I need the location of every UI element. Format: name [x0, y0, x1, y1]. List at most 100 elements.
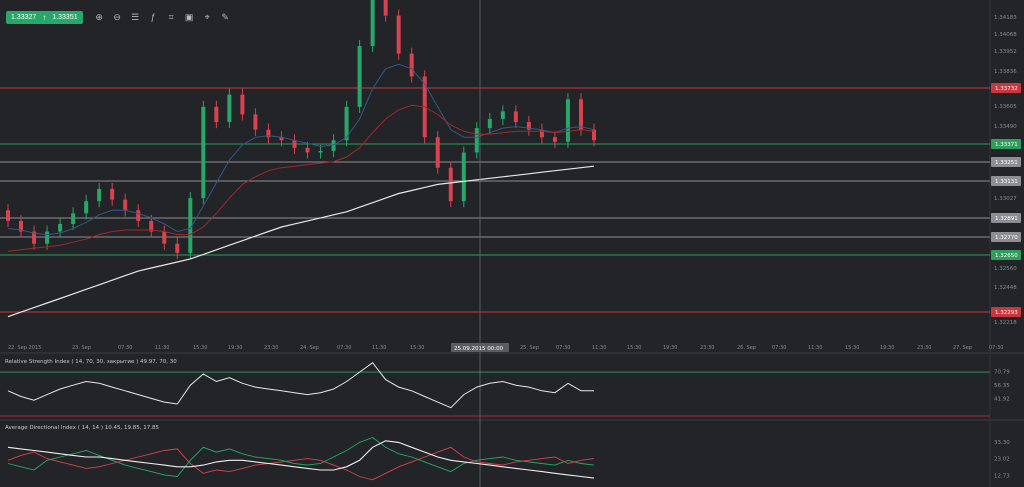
candle [214, 106, 219, 123]
time-axis-label: 15:30 [410, 345, 424, 351]
adx-title: Average Directional Index ( 14, 14 ) 10.… [5, 425, 159, 431]
quote-badge[interactable]: 1.33327 ↑ 1.33351 [6, 10, 83, 24]
time-axis-label: 23:30 [700, 345, 714, 351]
time-axis-label: 25. Sep [520, 345, 539, 351]
time-axis-label: 07:30 [556, 345, 570, 351]
time-axis-label: 23. Sep [72, 345, 91, 351]
candle [110, 188, 115, 200]
price-axis-label: 1.33605 [994, 104, 1017, 110]
candle [58, 223, 63, 232]
screenshot-icon[interactable]: ▣ [184, 11, 194, 22]
time-axis-label: 07:30 [772, 345, 786, 351]
price-axis-label: 1.32218 [994, 320, 1017, 326]
price-level-label: 1.33732 [995, 86, 1018, 92]
adx-line [7, 440, 595, 479]
candle [279, 137, 284, 141]
candle [474, 128, 479, 153]
candle [266, 129, 271, 138]
drawing-icon[interactable]: ⌗ [168, 11, 174, 22]
candle [201, 106, 206, 199]
time-axis-label: 15:30 [193, 345, 207, 351]
candle [318, 150, 323, 153]
time-axis-label: 23:30 [917, 345, 931, 351]
candle [552, 137, 557, 142]
candle [71, 213, 76, 224]
candle [305, 147, 310, 153]
bid-price: 1.33327 [11, 13, 37, 21]
time-axis-label: 11:30 [372, 345, 386, 351]
rsi-title: Relative Strength Index ( 14, 70, 30, за… [5, 359, 177, 365]
price-axis-label: 1.33836 [994, 69, 1017, 75]
time-axis-label: 22. Sep 2015 [8, 345, 41, 351]
ask-price: 1.33351 [52, 13, 78, 21]
candle [565, 99, 570, 142]
candle [578, 99, 583, 130]
time-axis-label: 11:30 [155, 345, 169, 351]
candle [227, 94, 232, 123]
candle [344, 106, 349, 141]
time-axis-label: 19:30 [228, 345, 242, 351]
cursor-icon[interactable]: ⌖ [204, 11, 210, 22]
candle [149, 220, 154, 232]
price-axis-label: 1.32448 [994, 285, 1017, 291]
price-level-label: 1.33131 [995, 179, 1018, 185]
price-level-badge [991, 83, 1021, 93]
time-axis-label: 07:30 [337, 345, 351, 351]
rsi-axis-label: 56.35 [994, 383, 1010, 389]
adx-minus-di-line [7, 446, 595, 481]
candle [383, 0, 388, 16]
candle [123, 199, 128, 211]
price-level-badge [991, 307, 1021, 317]
candle [292, 140, 297, 148]
time-axis-label: 24. Sep [300, 345, 319, 351]
toolbar: 1.33327 ↑ 1.33351 ⊕ ⊖ ☰ ƒ ⌗ ▣ ⌖ ✎ [6, 10, 232, 24]
price-axis-label: 1.34183 [994, 15, 1017, 21]
time-axis-label: 26. Sep [737, 345, 756, 351]
price-axis-label: 1.33027 [994, 196, 1017, 202]
candle [84, 201, 89, 214]
candle [539, 129, 544, 138]
candle [409, 53, 414, 77]
candle [19, 220, 24, 232]
adx-axis-label: 23.02 [994, 457, 1010, 463]
crosshair-time-badge [451, 343, 509, 352]
ma-fast-line [7, 63, 595, 236]
candle [513, 111, 518, 123]
rsi-axis-label: 41.92 [994, 396, 1010, 402]
zoom-in-icon[interactable]: ⊕ [95, 11, 103, 22]
price-level-label: 1.32293 [995, 310, 1018, 316]
time-axis-label: 07:30 [118, 345, 132, 351]
candle [396, 15, 401, 54]
time-axis-label: 15:30 [627, 345, 641, 351]
ma-long-line [7, 165, 595, 318]
candle [240, 94, 245, 115]
pencil-icon[interactable]: ✎ [221, 11, 229, 22]
candle [175, 243, 180, 253]
price-level-badge [991, 250, 1021, 260]
zoom-out-icon[interactable]: ⊖ [113, 11, 121, 22]
candle [357, 46, 362, 107]
price-level-label: 1.32650 [995, 253, 1018, 259]
price-level-badge [991, 232, 1021, 242]
candle [6, 210, 10, 221]
price-axis-label: 1.34068 [994, 32, 1017, 38]
arrow-up-icon: ↑ [42, 12, 47, 22]
price-level-label: 1.32891 [995, 216, 1018, 222]
timeframe-icon[interactable]: ☰ [131, 11, 140, 22]
time-axis-label: 15:30 [845, 345, 859, 351]
indicators-icon[interactable]: ƒ [150, 11, 156, 22]
candle [331, 140, 336, 151]
candle [136, 210, 141, 221]
candle [500, 111, 505, 120]
price-level-badge [991, 157, 1021, 167]
price-level-label: 1.32770 [995, 235, 1018, 241]
price-level-label: 1.33251 [995, 160, 1018, 166]
time-axis-label: 11:30 [592, 345, 606, 351]
time-axis-label: 07:30 [989, 345, 1003, 351]
candle [370, 0, 375, 47]
crosshair-time-label: 25.09.2015 00:00 [454, 346, 504, 352]
candle [448, 167, 453, 202]
rsi-axis-label: 70.79 [994, 369, 1010, 375]
